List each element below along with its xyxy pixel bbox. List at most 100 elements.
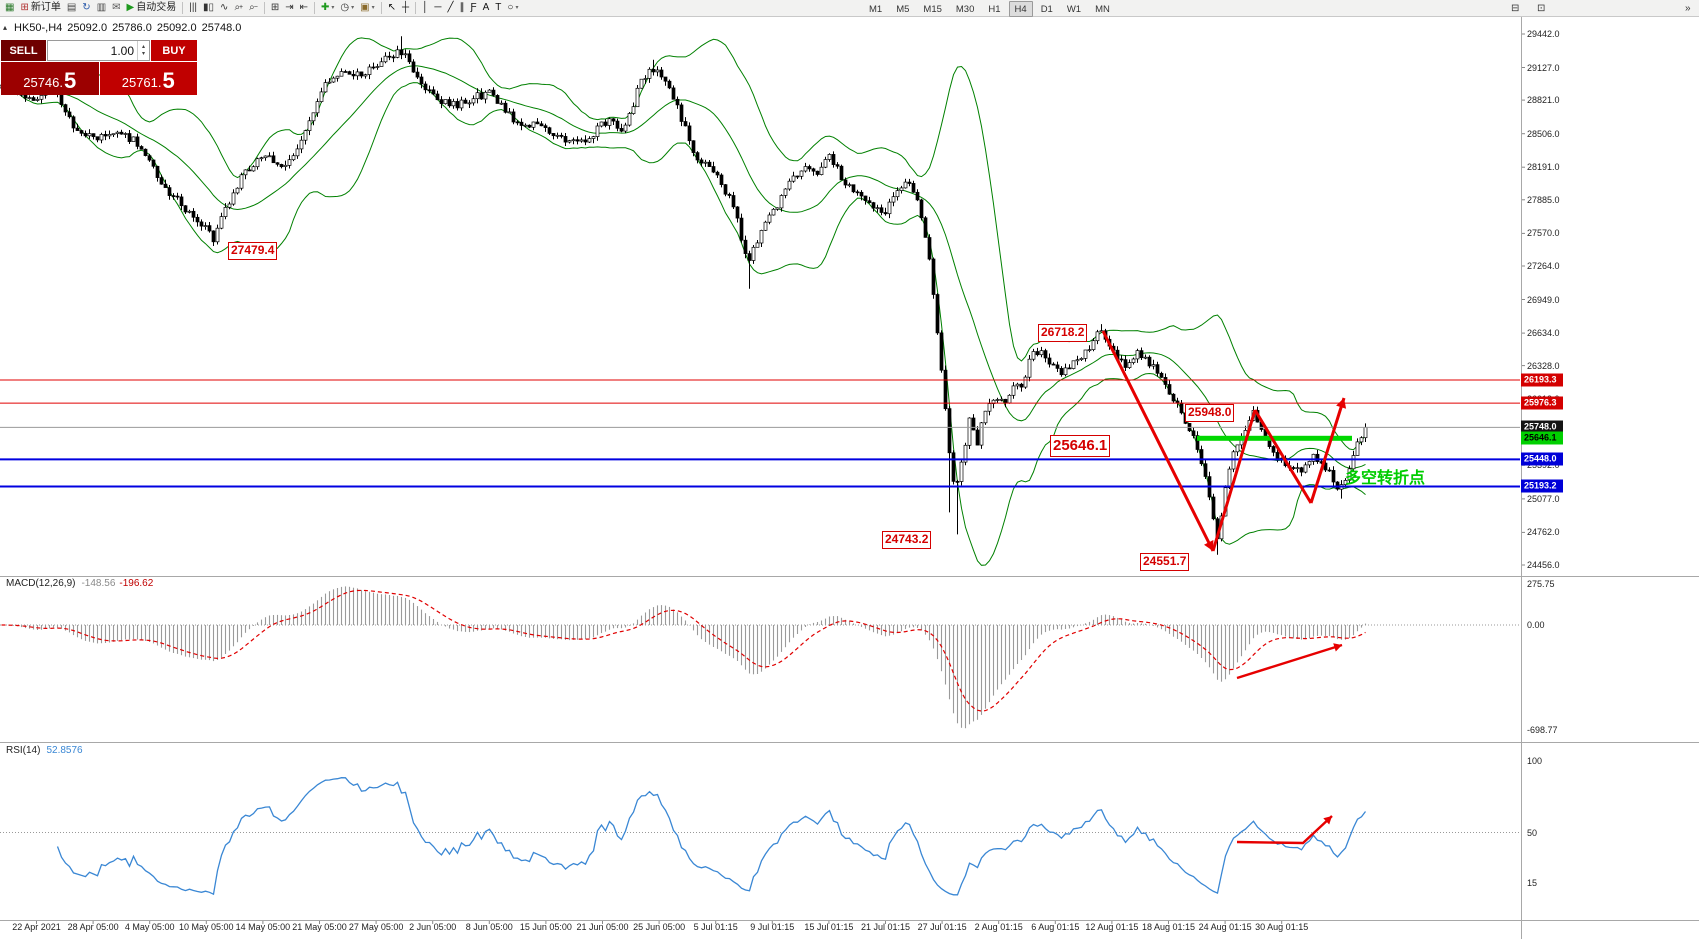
price-annotation[interactable]: 25646.1 xyxy=(1050,435,1111,457)
time-label: 15 Jun 05:00 xyxy=(519,922,572,932)
price-level-badge: 25748.0 xyxy=(1521,420,1563,434)
volume-spinner[interactable]: ▴ ▾ xyxy=(137,41,149,60)
indicators-icon[interactable]: ✚ ▾ xyxy=(321,2,335,13)
timeframe-m5-button[interactable]: M5 xyxy=(896,3,910,15)
buy-price-main: 25761. xyxy=(121,75,162,90)
chart-shift-icon[interactable]: ⇤ xyxy=(299,2,309,13)
rsi-indicator-label: RSI(14) 52.8576 xyxy=(6,745,83,756)
market-watch-icon[interactable]: ▥ xyxy=(96,2,107,13)
channel-icon[interactable]: ∥ xyxy=(459,2,465,13)
chart-profiles-icon[interactable]: ▤ xyxy=(66,2,77,13)
time-label: 10 May 05:00 xyxy=(179,922,234,932)
time-label: 27 Jul 01:15 xyxy=(917,922,967,932)
maximize-chart-icon[interactable]: ⊡ xyxy=(1537,2,1546,14)
vertical-line-icon[interactable]: │ xyxy=(422,2,429,13)
time-label: 12 Aug 01:15 xyxy=(1085,922,1139,932)
spinner-down-icon[interactable]: ▾ xyxy=(141,50,145,57)
axis-tick-label: 26328.0 xyxy=(1527,360,1560,371)
panel-splitter[interactable] xyxy=(0,576,1699,577)
time-label: 25 Jun 05:00 xyxy=(633,922,686,932)
ohlc-info: HK50-,H4 25092.0 25786.0 25092.0 25748.0 xyxy=(14,22,246,34)
price-axis-border xyxy=(1521,17,1522,939)
buy-price[interactable]: 25761. 5 xyxy=(99,62,197,95)
timeframe-h1-button[interactable]: H1 xyxy=(988,3,1001,15)
bar-chart-icon[interactable]: ||| xyxy=(189,2,198,13)
toolbar-overflow-icon[interactable]: » xyxy=(1685,2,1691,14)
time-label: 8 Jun 05:00 xyxy=(465,922,513,932)
periods-icon[interactable]: ◷ ▾ xyxy=(340,2,355,13)
trendline-icon[interactable]: ╱ xyxy=(447,2,454,13)
auto-trading-button[interactable]: ▶ 自动交易 xyxy=(126,2,177,13)
one-click-trading-panel: SELL 1.00 ▴ ▾ BUY 25746. 5 25761. 5 xyxy=(1,40,197,95)
refresh-icon[interactable]: ↻ xyxy=(82,2,91,13)
timeframe-m15-button[interactable]: M15 xyxy=(923,3,942,15)
macd-name: MACD(12,26,9) xyxy=(6,578,76,589)
axis-tick-label: 27570.0 xyxy=(1527,228,1560,239)
fibonacci-icon[interactable]: Ƒ xyxy=(470,2,477,13)
axis-tick-label: 27885.0 xyxy=(1527,194,1560,205)
timeframe-d1-button[interactable]: D1 xyxy=(1040,3,1053,15)
timeframe-mn-button[interactable]: MN xyxy=(1095,3,1110,15)
candlestick-chart-icon[interactable]: ▮▯ xyxy=(203,2,215,13)
time-label: 6 Aug 01:15 xyxy=(1031,922,1080,932)
time-label: 14 May 05:00 xyxy=(235,922,291,932)
price-annotation[interactable]: 24743.2 xyxy=(882,531,932,549)
volume-input[interactable]: 1.00 ▴ ▾ xyxy=(47,40,150,61)
horizontal-line-icon[interactable]: ─ xyxy=(434,2,442,13)
sell-price-main: 25746. xyxy=(23,75,63,90)
rsi-value: 52.8576 xyxy=(46,745,83,756)
mail-icon[interactable]: ✉ xyxy=(112,2,121,13)
label-icon[interactable]: T xyxy=(495,2,502,13)
crosshair-icon[interactable]: ┼ xyxy=(402,2,410,13)
templates-icon[interactable]: ▣ ▾ xyxy=(360,2,375,13)
price-annotation[interactable]: 27479.4 xyxy=(228,242,278,260)
macd-indicator-label: MACD(12,26,9) -148.56 -196.62 xyxy=(6,578,153,589)
new-chart-icon[interactable]: ▦ xyxy=(5,2,15,13)
time-label: 21 Jun 05:00 xyxy=(576,922,629,932)
price-annotation[interactable]: 24551.7 xyxy=(1140,553,1190,571)
shapes-icon[interactable]: ○ ▾ xyxy=(507,2,519,13)
line-chart-icon[interactable]: ∿ xyxy=(220,2,229,13)
timeframe-h4-button[interactable]: H4 xyxy=(1008,1,1033,17)
axis-tick-label: 15 xyxy=(1527,877,1538,888)
price-annotation[interactable]: 25948.0 xyxy=(1185,404,1235,422)
zoom-out-icon[interactable]: ⌕ − xyxy=(249,2,258,13)
time-label: 21 Jul 01:15 xyxy=(860,922,911,932)
panel-splitter[interactable] xyxy=(0,742,1699,743)
price-level-badge: 25646.1 xyxy=(1521,431,1563,445)
buy-price-big-digit: 5 xyxy=(162,68,175,93)
text-icon[interactable]: A xyxy=(482,2,490,13)
time-label: 21 May 05:00 xyxy=(292,922,347,932)
timeframe-w1-button[interactable]: W1 xyxy=(1066,3,1082,15)
zoom-in-icon[interactable]: ⌕ + xyxy=(234,2,244,13)
axis-tick-label: 26634.0 xyxy=(1527,328,1560,339)
time-label: 5 Jul 01:15 xyxy=(693,922,738,932)
axis-tick-label: 100 xyxy=(1527,756,1543,766)
time-label: 2 Jun 05:00 xyxy=(409,922,457,932)
axis-tick-label: 29127.0 xyxy=(1527,62,1560,73)
sell-price[interactable]: 25746. 5 xyxy=(1,62,99,95)
price-level-badge: 25448.0 xyxy=(1521,452,1563,466)
toolbar-separator xyxy=(182,2,184,14)
auto-scroll-icon[interactable]: ⇥ xyxy=(285,2,294,13)
timeframe-m1-button[interactable]: M1 xyxy=(869,3,883,15)
timeframe-m30-button[interactable]: M30 xyxy=(955,3,975,15)
cursor-icon[interactable]: ↖ xyxy=(387,2,397,13)
close-value: 25748.0 xyxy=(201,22,242,34)
time-label: 27 May 05:00 xyxy=(348,922,404,932)
price-annotation[interactable]: 26718.2 xyxy=(1038,324,1088,342)
panel-splitter[interactable] xyxy=(0,920,1699,921)
axis-tick-label: 24456.0 xyxy=(1527,560,1560,570)
spinner-up-icon[interactable]: ▴ xyxy=(141,43,145,50)
buy-button[interactable]: BUY xyxy=(151,40,197,61)
time-label: 30 Aug 01:15 xyxy=(1255,922,1309,932)
time-label: 24 Aug 01:15 xyxy=(1198,922,1252,932)
sell-button[interactable]: SELL xyxy=(1,40,46,61)
toolbar-separator xyxy=(380,2,382,14)
time-label: 2 Aug 01:15 xyxy=(974,922,1023,932)
tile-windows-icon[interactable]: ⊞ xyxy=(270,2,280,13)
new-order-button[interactable]: ⊞ 新订单 xyxy=(20,2,61,13)
chart-window-icon[interactable]: ⊟ xyxy=(1511,2,1520,14)
one-click-collapse-icon[interactable]: ▴ xyxy=(3,23,8,32)
